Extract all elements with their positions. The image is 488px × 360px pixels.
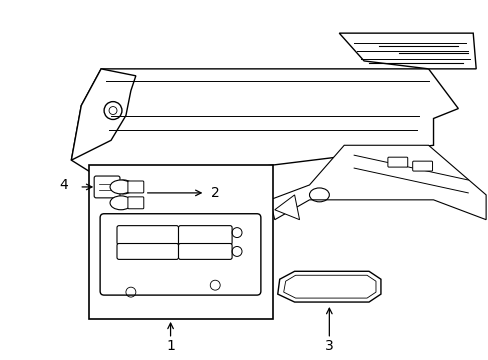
Ellipse shape	[110, 196, 132, 210]
Text: 2: 2	[210, 186, 219, 200]
FancyBboxPatch shape	[412, 161, 432, 171]
FancyBboxPatch shape	[178, 226, 232, 244]
Polygon shape	[119, 281, 142, 302]
FancyBboxPatch shape	[89, 165, 272, 319]
Polygon shape	[256, 251, 266, 279]
FancyBboxPatch shape	[387, 157, 407, 167]
FancyBboxPatch shape	[128, 197, 143, 209]
Polygon shape	[269, 145, 485, 220]
FancyBboxPatch shape	[128, 181, 143, 193]
Polygon shape	[71, 69, 136, 160]
Ellipse shape	[115, 180, 133, 194]
Polygon shape	[339, 33, 475, 69]
Text: 1: 1	[166, 339, 175, 353]
Polygon shape	[106, 220, 254, 264]
Polygon shape	[94, 257, 104, 289]
Polygon shape	[277, 271, 380, 302]
Polygon shape	[71, 69, 457, 185]
Text: 4: 4	[59, 178, 68, 192]
FancyBboxPatch shape	[100, 214, 260, 295]
Polygon shape	[106, 255, 254, 289]
FancyBboxPatch shape	[94, 176, 120, 198]
FancyBboxPatch shape	[117, 243, 178, 260]
FancyBboxPatch shape	[178, 243, 232, 260]
Polygon shape	[203, 274, 226, 295]
Polygon shape	[283, 275, 375, 298]
Polygon shape	[274, 195, 299, 220]
Ellipse shape	[110, 180, 132, 194]
Text: 3: 3	[325, 339, 333, 353]
FancyBboxPatch shape	[117, 226, 178, 244]
